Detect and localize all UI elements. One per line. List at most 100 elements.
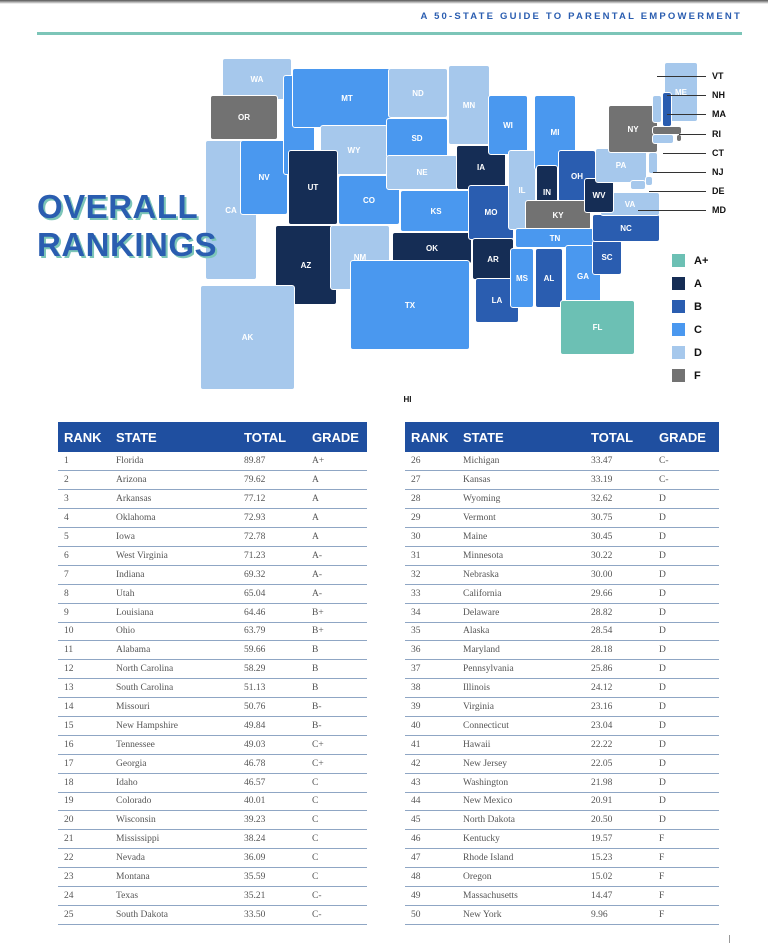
cell-state: North Dakota (457, 810, 585, 831)
state-ok: OK (392, 232, 472, 264)
cell-rank: 17 (58, 754, 110, 774)
table-row: 2 Arizona 79.62 A (58, 470, 367, 491)
table-header: RANK STATE TOTAL GRADE (58, 422, 367, 452)
state-label: WA (250, 74, 264, 84)
state-pa: PA (595, 148, 647, 183)
state-hi: HI (380, 382, 435, 404)
table-row: 3 Arkansas 77.12 A (58, 489, 367, 510)
cell-grade: C+ (306, 735, 367, 755)
cell-total: 25.86 (585, 659, 653, 680)
state-wv: WV (584, 178, 614, 213)
table-row: 21 Mississippi 38.24 C (58, 829, 367, 850)
cell-state: Wisconsin (110, 810, 238, 831)
cell-state: North Carolina (110, 659, 238, 680)
table-row: 13 South Carolina 51.13 B (58, 678, 367, 699)
cell-state: Washington (457, 773, 585, 793)
state-ak: AK (200, 285, 295, 390)
cell-grade: C (306, 867, 367, 887)
legend-swatch (672, 323, 685, 336)
cell-total: 35.21 (238, 886, 306, 906)
state-label: OR (238, 113, 250, 122)
cell-total: 36.09 (238, 848, 306, 869)
table-header: RANK STATE TOTAL GRADE (405, 422, 719, 452)
cell-total: 33.47 (585, 452, 653, 472)
cell-grade: B- (306, 716, 367, 736)
cell-rank: 22 (58, 848, 110, 869)
cell-total: 58.29 (238, 659, 306, 680)
cell-total: 50.76 (238, 697, 306, 717)
cell-grade: D (653, 640, 719, 661)
table-row: 12 North Carolina 58.29 B (58, 659, 367, 680)
cell-rank: 13 (58, 678, 110, 699)
state-vt (652, 95, 662, 123)
state-ut: UT (288, 150, 338, 225)
cell-grade: A- (306, 584, 367, 604)
cell-state: South Carolina (110, 678, 238, 699)
cell-rank: 4 (58, 508, 110, 529)
table-row: 10 Ohio 63.79 B+ (58, 622, 367, 642)
cell-rank: 14 (58, 697, 110, 717)
callout-label-nj: NJ (712, 167, 724, 177)
cell-rank: 35 (405, 622, 457, 642)
legend-label: A+ (694, 254, 709, 267)
cell-grade: D (653, 716, 719, 736)
cell-grade: D (653, 603, 719, 623)
cell-grade: D (653, 584, 719, 604)
column-header-rank: RANK (405, 422, 457, 452)
table-row: 15 New Hampshire 49.84 B- (58, 716, 367, 736)
cell-total: 40.01 (238, 792, 306, 812)
state-label: MO (484, 208, 498, 217)
cell-total: 30.75 (585, 508, 653, 529)
cell-total: 71.23 (238, 546, 306, 566)
cell-grade: F (653, 886, 719, 906)
cell-state: Arizona (110, 470, 238, 491)
legend-label: D (694, 346, 702, 359)
cell-total: 22.05 (585, 754, 653, 774)
cell-rank: 18 (58, 773, 110, 793)
column-header-state: STATE (110, 422, 238, 452)
title-line-1: OVERALL (37, 188, 199, 225)
callout-label-ma: MA (712, 109, 726, 120)
cell-rank: 28 (405, 489, 457, 510)
cell-grade: F (653, 848, 719, 869)
cell-rank: 19 (58, 792, 110, 812)
cell-grade: A- (306, 565, 367, 585)
table-row: 6 West Virginia 71.23 A- (58, 546, 367, 566)
cell-rank: 50 (405, 905, 457, 925)
state-label: PA (615, 161, 627, 170)
table-row: 40 Connecticut 23.04 D (405, 716, 719, 736)
cell-state: Maryland (457, 640, 585, 661)
state-label: GA (577, 271, 589, 281)
cell-state: West Virginia (110, 546, 238, 566)
cell-total: 28.18 (585, 640, 653, 661)
cell-total: 33.50 (238, 905, 306, 925)
cell-rank: 31 (405, 546, 457, 566)
cell-total: 64.46 (238, 603, 306, 623)
cell-state: Louisiana (110, 603, 238, 623)
state-ri (676, 134, 682, 142)
callout-line (663, 152, 706, 154)
table-row: 36 Maryland 28.18 D (405, 640, 719, 661)
state-wi: WI (488, 95, 528, 155)
column-header-grade: GRADE (653, 422, 719, 452)
state-label: MI (550, 128, 560, 137)
legend-item: A (672, 272, 708, 295)
cell-total: 28.82 (585, 603, 653, 623)
cell-state: Tennessee (110, 735, 238, 755)
state-label: NE (416, 168, 428, 177)
state-label: IN (543, 188, 551, 197)
state-label: OH (571, 171, 583, 181)
cell-total: 51.13 (238, 678, 306, 699)
legend-item: C (672, 318, 708, 341)
cell-total: 15.02 (585, 867, 653, 887)
cell-grade: D (653, 678, 719, 699)
state-ms: MS (510, 248, 534, 308)
cell-total: 49.84 (238, 716, 306, 736)
cell-grade: A+ (306, 452, 367, 472)
cell-total: 28.54 (585, 622, 653, 642)
callout-line (667, 95, 706, 97)
cell-rank: 30 (405, 527, 457, 547)
cell-rank: 3 (58, 489, 110, 510)
cell-state: Alabama (110, 640, 238, 661)
cell-rank: 46 (405, 829, 457, 850)
